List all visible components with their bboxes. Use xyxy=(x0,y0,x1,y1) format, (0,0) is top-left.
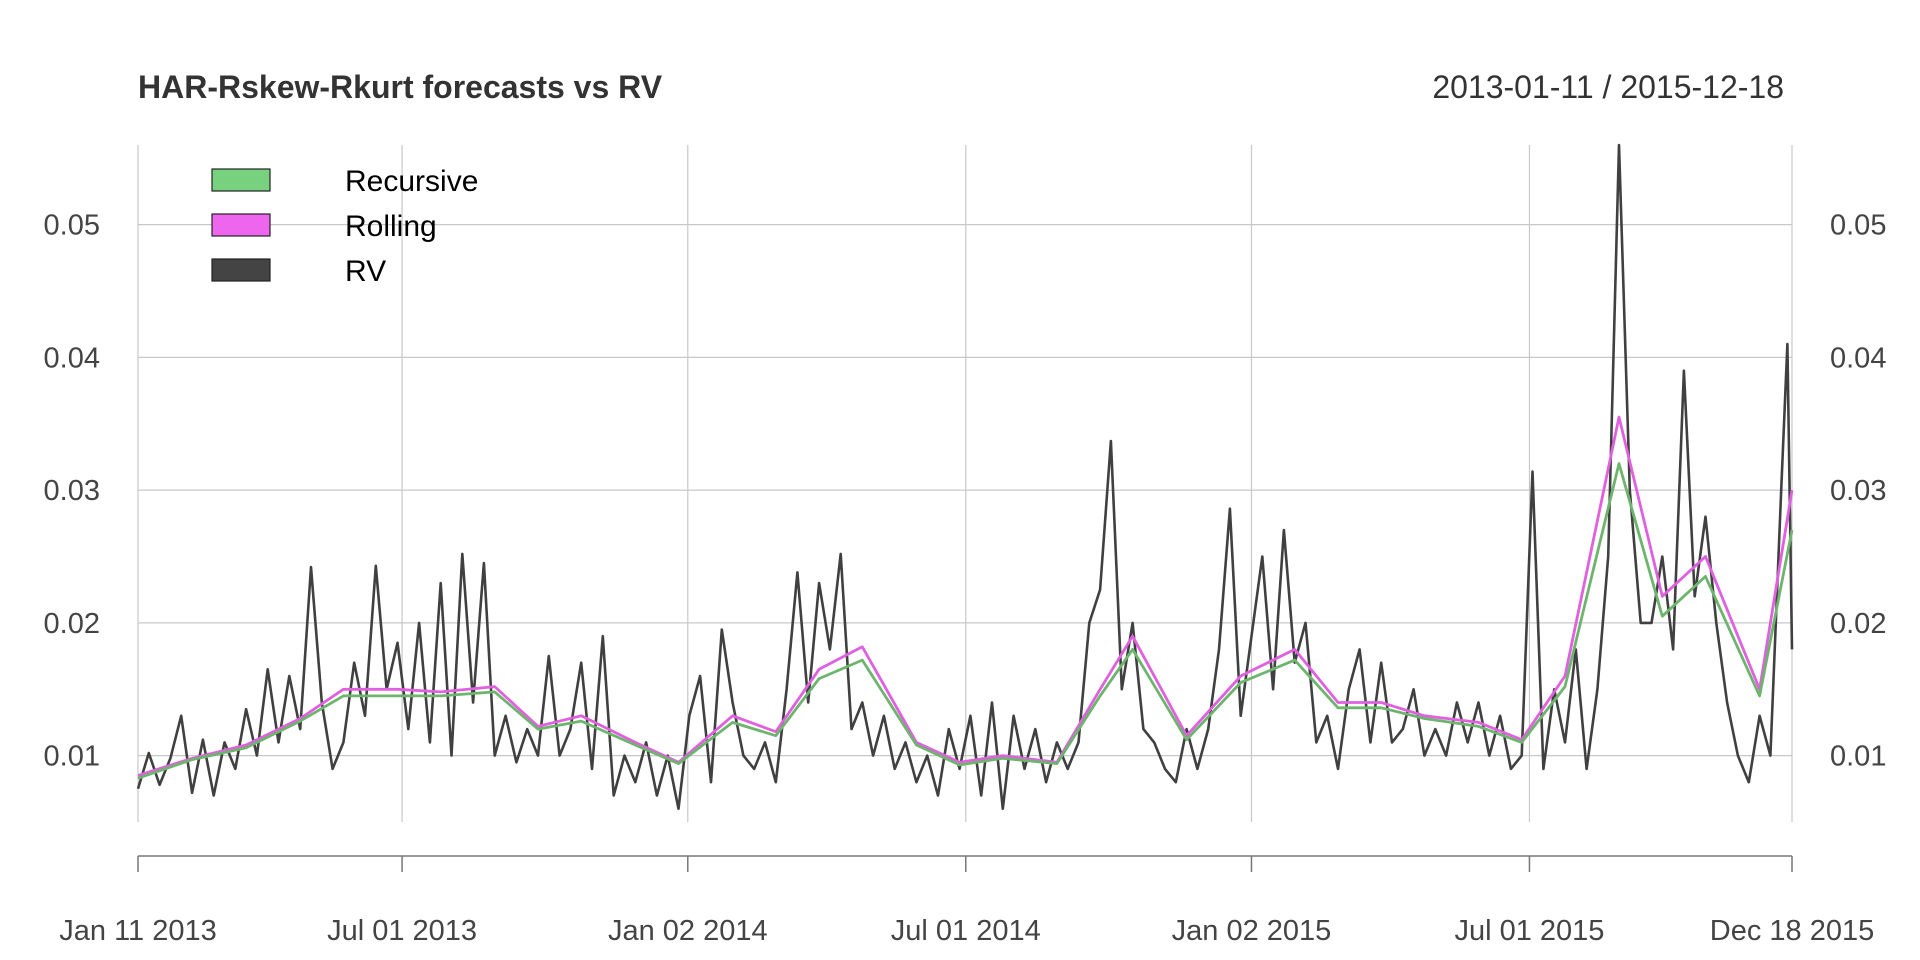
chart-title: HAR-Rskew-Rkurt forecasts vs RV xyxy=(138,69,663,105)
series-line-rv xyxy=(136,143,1794,810)
x-tick-label: Jul 01 2014 xyxy=(891,915,1041,947)
legend-label-recursive: Recursive xyxy=(345,165,478,198)
x-tick-label: Jul 01 2013 xyxy=(327,915,477,947)
legend-label-rolling: Rolling xyxy=(345,210,437,243)
series-line-rolling xyxy=(137,415,1794,777)
y-axis-left: 0.01 0.02 0.03 0.04 0.05 xyxy=(44,210,100,773)
x-tick-label: Jan 02 2015 xyxy=(1172,915,1332,947)
y-tick-label-right: 0.03 xyxy=(1830,475,1886,507)
legend: Recursive Rolling RV xyxy=(211,165,478,288)
y-tick-label-left: 0.03 xyxy=(44,475,100,507)
y-tick-label-left: 0.04 xyxy=(44,342,100,374)
x-tick-label: Dec 18 2015 xyxy=(1710,915,1874,947)
y-tick-label-right: 0.01 xyxy=(1830,741,1886,773)
x-tick-label: Jan 11 2013 xyxy=(59,915,217,947)
y-tick-label-right: 0.05 xyxy=(1830,210,1886,242)
date-range: 2013-01-11 / 2015-12-18 xyxy=(1432,69,1784,105)
x-tick-label: Jan 02 2014 xyxy=(608,915,768,947)
y-tick-label-left: 0.01 xyxy=(44,741,100,773)
y-tick-label-left: 0.02 xyxy=(44,608,100,640)
y-tick-label-right: 0.02 xyxy=(1830,608,1886,640)
y-axis-right: 0.01 0.02 0.03 0.04 0.05 xyxy=(1830,210,1886,773)
legend-swatch-recursive xyxy=(211,168,271,192)
legend-swatch-rv xyxy=(211,258,271,282)
y-tick-label-right: 0.04 xyxy=(1830,342,1886,374)
y-tick-label-left: 0.05 xyxy=(44,210,100,242)
series-layer xyxy=(136,143,1794,810)
legend-swatch-rolling xyxy=(211,213,271,237)
series-line-recursive xyxy=(137,462,1794,780)
x-tick-label: Jul 01 2015 xyxy=(1454,915,1604,947)
x-axis: Jan 11 2013 Jul 01 2013 Jan 02 2014 Jul 01 … xyxy=(59,855,1874,947)
legend-label-rv: RV xyxy=(345,255,386,288)
grid xyxy=(137,145,1793,822)
